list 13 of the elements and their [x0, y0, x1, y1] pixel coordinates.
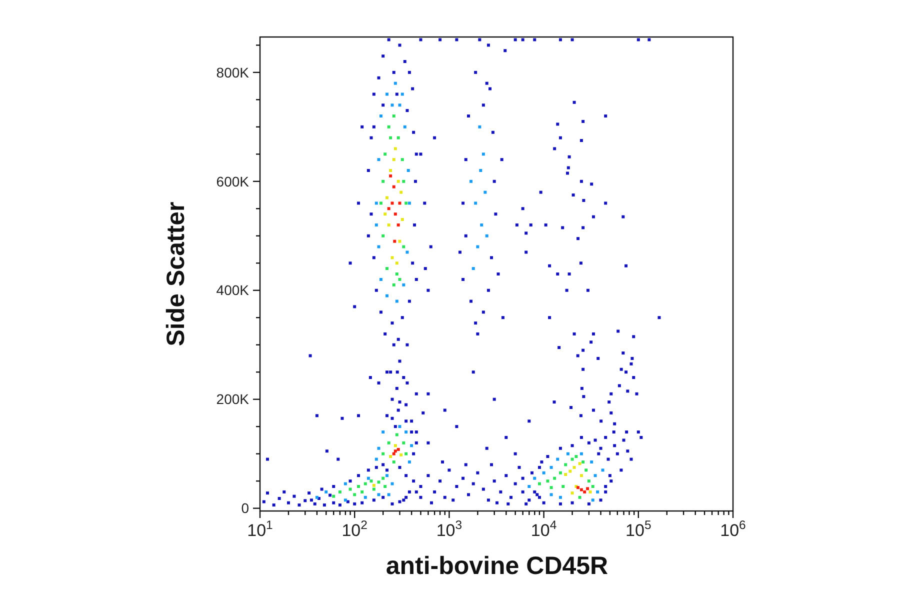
y-tick-label: 400K	[216, 282, 250, 298]
x-tick-label: 10$^{6}$	[720, 518, 746, 540]
y-tick-label: 200K	[216, 391, 250, 408]
x-tick-label: 10$^{4}$	[530, 518, 557, 540]
y-tick-label: 800K	[216, 64, 250, 80]
y-tick-label: 600K	[216, 173, 250, 190]
x-tick-label: 10$^{3}$	[436, 518, 462, 540]
x-tick-label: 10$^{5}$	[626, 518, 652, 540]
y-tick-label: 0	[241, 500, 250, 516]
x-axis-title: anti-bovine CD45R	[386, 552, 608, 580]
x-tick-label: 10$^{1}$	[247, 518, 274, 540]
x-tick-label: 10$^{2}$	[342, 518, 368, 540]
y-axis-title: Side Scatter	[162, 201, 190, 346]
